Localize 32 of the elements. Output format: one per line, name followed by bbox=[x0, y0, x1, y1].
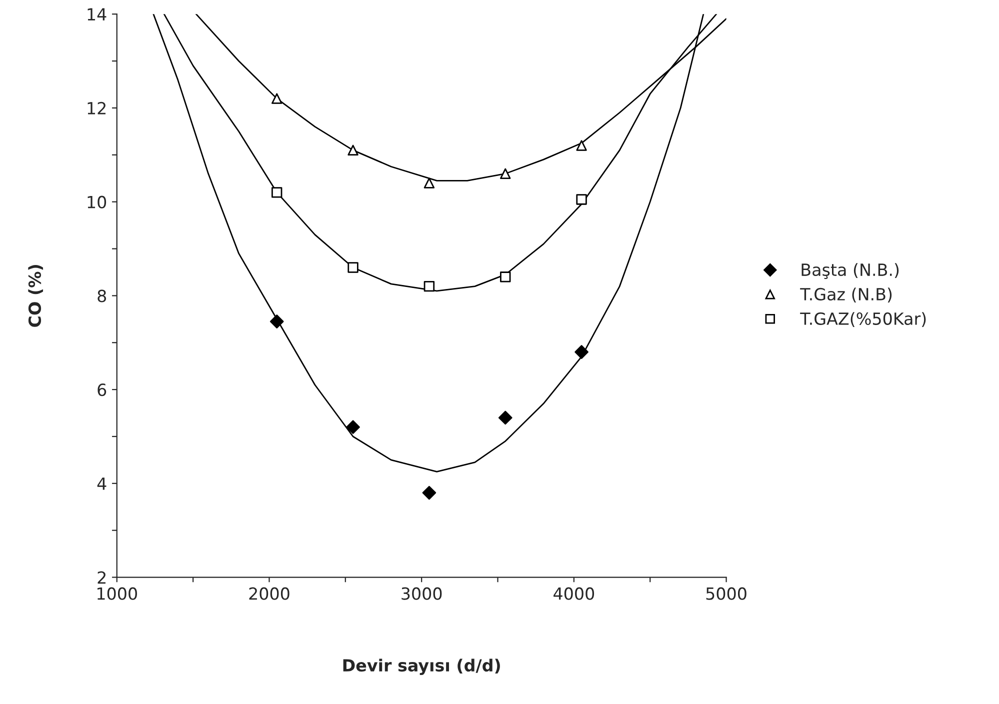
point bbox=[424, 280, 435, 292]
y-axis-title: CO (%) bbox=[28, 265, 44, 327]
point bbox=[498, 410, 512, 425]
point bbox=[576, 140, 587, 151]
point bbox=[271, 187, 282, 198]
y-tick-label: 4 bbox=[97, 478, 106, 490]
x-tick-label: 1000 bbox=[98, 587, 137, 600]
y-tick-label: 2 bbox=[98, 571, 106, 584]
x-tick-label: 3000 bbox=[402, 587, 442, 600]
point bbox=[424, 178, 435, 188]
legend-label: T.GAZ(%50Kar) bbox=[800, 312, 926, 327]
point bbox=[576, 194, 587, 205]
legend-label: T.Gaz (N.B) bbox=[800, 288, 892, 302]
y-tick-label: 12 bbox=[88, 102, 106, 114]
y-tick-label: 10 bbox=[88, 196, 106, 208]
legend-label: Başta (N.B.) bbox=[802, 263, 899, 280]
y-tick-label: 14 bbox=[88, 8, 106, 20]
point bbox=[500, 168, 511, 180]
x-tick-label: 4000 bbox=[554, 587, 594, 600]
point bbox=[270, 314, 284, 328]
y-tick-label: 6 bbox=[98, 384, 106, 396]
point bbox=[574, 345, 588, 359]
point bbox=[348, 262, 358, 273]
x-tick-label: 5000 bbox=[706, 587, 746, 600]
point bbox=[500, 272, 511, 282]
x-axis-title: Devir sayısı (d/d) bbox=[343, 658, 500, 675]
point bbox=[346, 420, 360, 434]
point bbox=[422, 486, 436, 500]
x-tick-label: 2000 bbox=[249, 587, 290, 600]
y-tick-label: 8 bbox=[98, 290, 106, 302]
point bbox=[348, 144, 358, 156]
point bbox=[271, 93, 282, 104]
